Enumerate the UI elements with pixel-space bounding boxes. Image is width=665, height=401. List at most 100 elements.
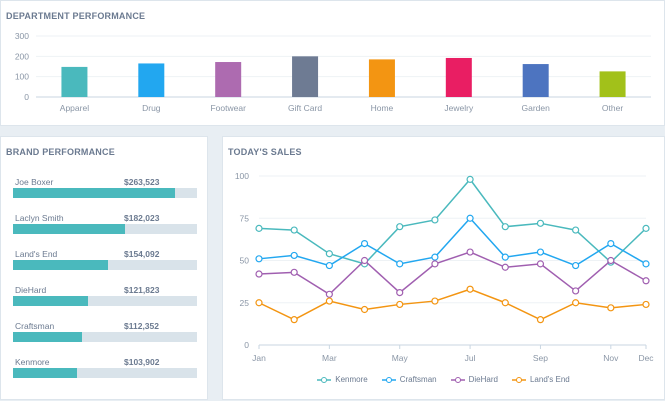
x-tick-label: May xyxy=(392,353,409,363)
data-point-diehard xyxy=(325,290,333,298)
brand-name: Joe Boxer xyxy=(15,177,54,187)
data-point-kenmore xyxy=(325,250,333,258)
brand-row: Craftsman $112,352 xyxy=(13,321,197,351)
data-point-land-s-end xyxy=(255,299,263,307)
x-tick-label: Gift Card xyxy=(288,103,322,113)
data-point-land-s-end xyxy=(431,297,439,305)
bar-gift-card xyxy=(292,56,319,97)
brand-progress-fill xyxy=(13,224,125,234)
sales-line-chart: 0 25 50 75 100 Jan Mar May Jul Sep Nov Dec xyxy=(235,171,654,363)
brand-progress-fill xyxy=(13,296,88,306)
x-tick-label: Jan xyxy=(252,353,266,363)
brand-progress-fill xyxy=(13,368,77,378)
brand-progress-track xyxy=(13,332,197,342)
data-point-kenmore xyxy=(572,226,580,234)
brand-row: Laclyn Smith $182,023 xyxy=(13,213,197,243)
legend-label: Kenmore xyxy=(335,375,368,384)
brand-value: $121,823 xyxy=(124,285,160,295)
brand-performance-panel: BRAND PERFORMANCE Joe Boxer $263,523 Lac… xyxy=(0,136,208,400)
x-tick-label: Apparel xyxy=(60,103,89,113)
legend-marker-icon xyxy=(317,376,332,383)
department-bar-chart: 0 100 200 300 Apparel Drug Footwear Gift Card Ho… xyxy=(15,31,651,113)
data-point-diehard xyxy=(466,248,474,256)
y-tick-label: 25 xyxy=(240,298,250,308)
data-point-land-s-end xyxy=(290,316,298,324)
legend-marker-icon xyxy=(511,376,526,383)
legend-item-kenmore[interactable]: Kenmore xyxy=(317,375,368,384)
series-line-diehard xyxy=(258,251,647,296)
data-point-craftsman xyxy=(607,239,615,248)
y-tick-label: 100 xyxy=(235,171,249,181)
brand-progress-fill xyxy=(13,332,82,342)
data-point-diehard xyxy=(396,289,404,297)
data-point-kenmore xyxy=(290,226,298,234)
data-point-diehard xyxy=(255,270,263,278)
data-point-craftsman xyxy=(466,214,474,222)
legend-marker-icon xyxy=(450,376,465,383)
data-point-diehard xyxy=(607,256,615,265)
bar-garden xyxy=(522,64,549,97)
y-tick-label: 200 xyxy=(15,51,29,61)
data-point-land-s-end xyxy=(536,316,545,324)
brand-progress-track xyxy=(13,296,197,306)
y-tick-label: 300 xyxy=(15,31,29,41)
bar-drug xyxy=(138,63,165,97)
data-point-craftsman xyxy=(501,253,509,261)
x-tick-label: Garden xyxy=(522,103,551,113)
data-point-craftsman xyxy=(572,261,580,270)
brand-name: Craftsman xyxy=(15,321,55,331)
brand-value: $182,023 xyxy=(124,213,160,223)
todays-sales-panel: TODAY'S SALES 0 25 50 75 100 Jan Mar May Jul Sep N… xyxy=(222,136,665,400)
brand-name: Land's End xyxy=(15,249,58,259)
chart-legend: Kenmore Craftsman DieHard Land's End xyxy=(223,375,664,384)
legend-label: Craftsman xyxy=(399,375,437,384)
data-point-land-s-end xyxy=(396,300,404,309)
data-point-land-s-end xyxy=(572,299,580,307)
data-point-land-s-end xyxy=(325,297,333,305)
data-point-kenmore xyxy=(255,224,263,232)
bar-footwear xyxy=(215,62,242,97)
data-point-land-s-end xyxy=(642,300,650,309)
y-tick-label: 75 xyxy=(240,213,250,223)
data-point-craftsman xyxy=(536,248,545,256)
brand-name: DieHard xyxy=(15,285,47,295)
data-point-diehard xyxy=(290,268,298,276)
brand-row: Kenmore $103,902 xyxy=(13,357,197,387)
x-tick-label: Other xyxy=(602,103,623,113)
bar-other xyxy=(599,71,626,97)
brand-progress-track xyxy=(13,188,197,198)
y-tick-label: 50 xyxy=(240,256,250,266)
brand-row: Land's End $154,092 xyxy=(13,249,197,279)
legend-item-land-s-end[interactable]: Land's End xyxy=(511,375,570,384)
data-point-kenmore xyxy=(466,175,474,183)
y-tick-label: 0 xyxy=(244,340,249,350)
data-point-craftsman xyxy=(290,251,298,260)
data-point-land-s-end xyxy=(501,299,509,307)
x-tick-label: Mar xyxy=(322,353,337,363)
data-point-land-s-end xyxy=(607,304,615,312)
data-point-craftsman xyxy=(431,253,439,261)
y-tick-label: 100 xyxy=(15,72,29,82)
legend-item-diehard[interactable]: DieHard xyxy=(450,375,498,384)
brand-progress-track xyxy=(13,368,197,378)
y-tick-label: 0 xyxy=(24,92,29,102)
brand-value: $154,092 xyxy=(124,249,160,259)
data-point-craftsman xyxy=(396,260,404,268)
brand-row: Joe Boxer $263,523 xyxy=(13,177,197,207)
data-point-land-s-end xyxy=(466,285,474,293)
brand-row: DieHard $121,823 xyxy=(13,285,197,315)
brand-progress-track xyxy=(13,224,197,234)
data-point-craftsman xyxy=(642,260,650,268)
brand-progress-fill xyxy=(13,188,175,198)
bar-jewelry xyxy=(445,57,472,97)
data-point-diehard xyxy=(431,260,439,268)
data-point-craftsman xyxy=(325,261,333,270)
x-tick-label: Sep xyxy=(533,353,548,363)
data-point-craftsman xyxy=(360,239,369,248)
legend-item-craftsman[interactable]: Craftsman xyxy=(381,375,437,384)
panel-title: DEPARTMENT PERFORMANCE xyxy=(6,11,146,21)
data-point-kenmore xyxy=(642,224,650,232)
x-tick-label: Home xyxy=(371,103,394,113)
brand-progress-fill xyxy=(13,260,108,270)
department-performance-panel: DEPARTMENT PERFORMANCE 0 100 200 300 Apparel… xyxy=(0,0,665,126)
